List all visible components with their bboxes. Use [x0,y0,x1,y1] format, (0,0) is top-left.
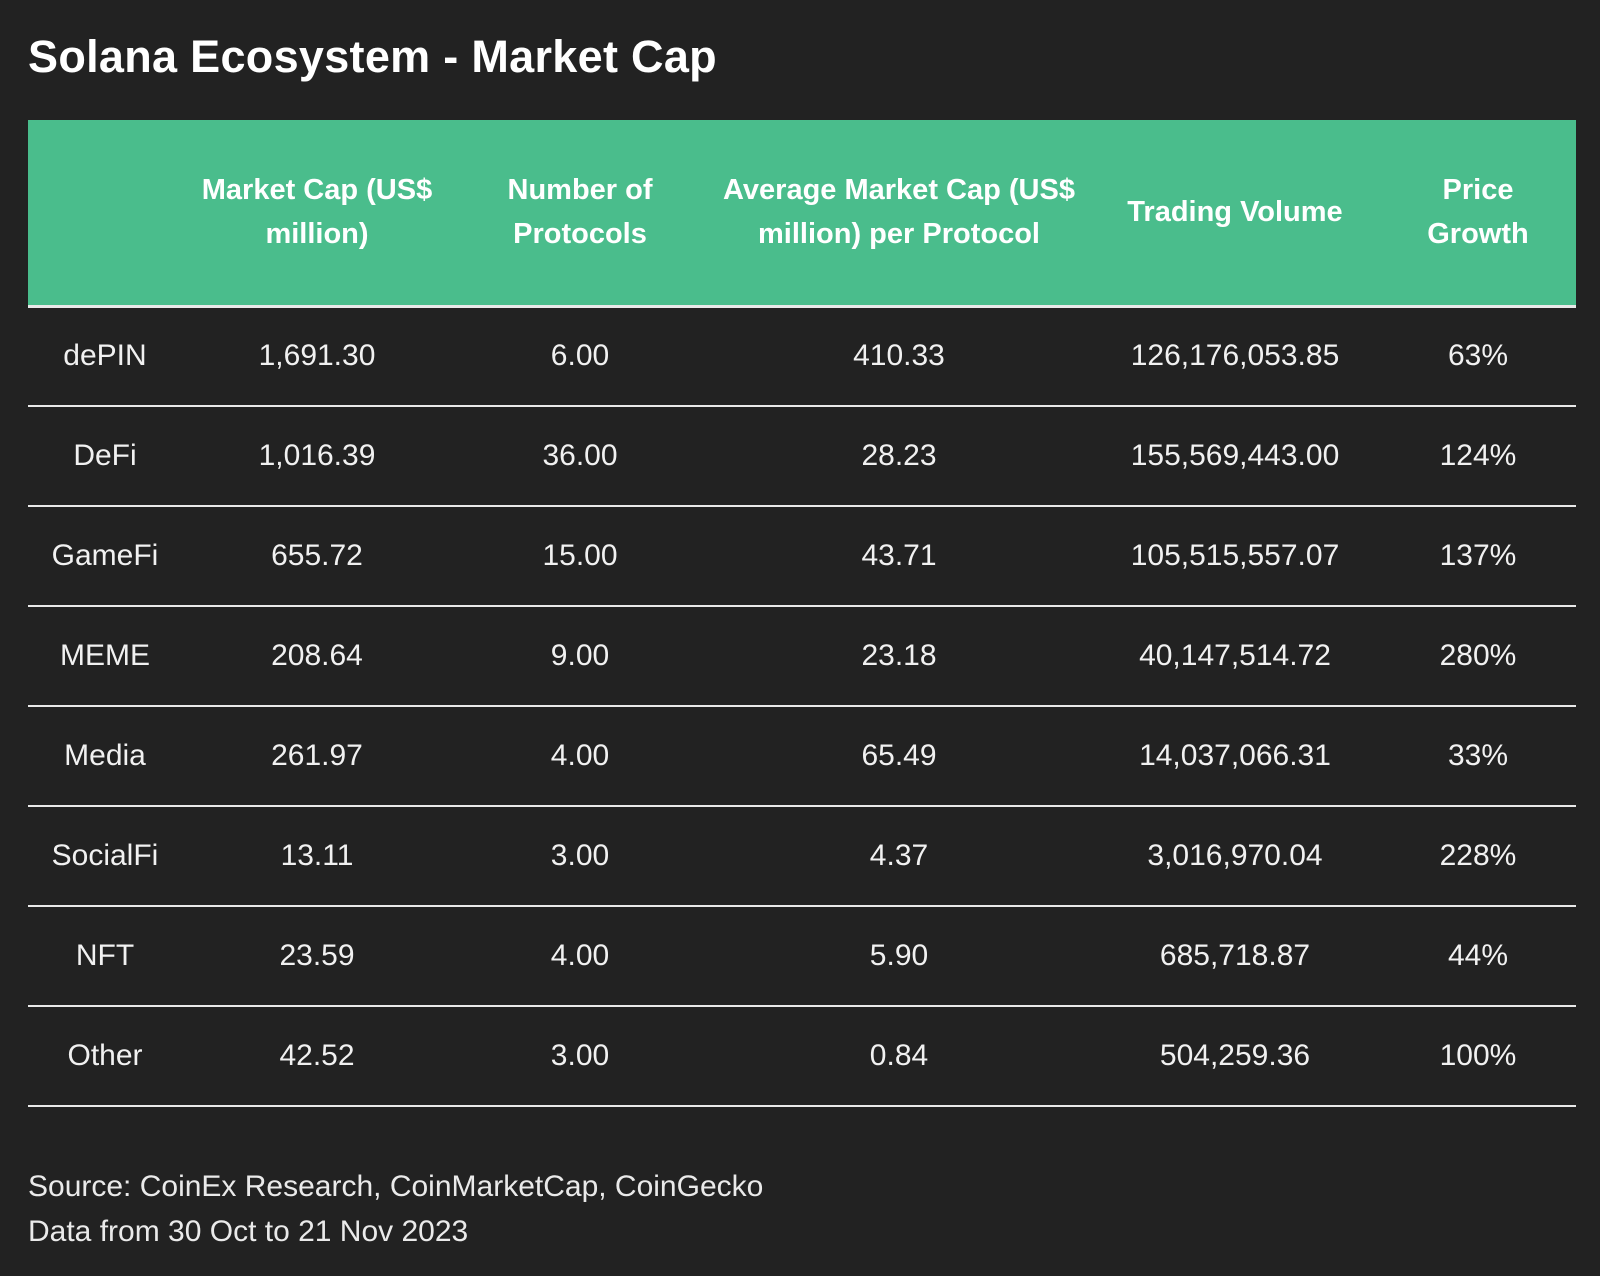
table-cell: 685,718.87 [1159,939,1311,972]
table-cell: 44% [1447,939,1509,972]
row-category-label: NFT [75,939,135,972]
table-cell: 126,176,053.85 [1130,339,1340,373]
table-cell: 33% [1447,739,1509,772]
table-row: SocialFi 13.11 3.00 4.37 3,016,970.04 228% [28,806,1576,906]
table-cell: 9.00 [550,639,610,672]
table-cell: 3.00 [550,1039,610,1072]
table-cell: 105,515,557.07 [1130,539,1340,572]
date-range-note: Data from 30 Oct to 21 Nov 2023 [28,1215,469,1248]
table-cell: 504,259.36 [1159,1039,1311,1072]
table-cell: 124% [1439,439,1517,472]
header-row: Market Cap (US$ million) Number of Protoc… [28,120,1576,308]
table-row: Media 261.97 4.00 65.49 14,037,066.31 33% [28,706,1576,806]
market-cap-table-container: Market Cap (US$ million) Number of Protoc… [28,120,1576,1107]
header-cell: Number of Protocols [452,120,708,308]
row-category-label: SocialFi [51,839,159,872]
table-cell: 3.00 [550,839,610,872]
table-row: MEME 208.64 9.00 23.18 40,147,514.72 280% [28,606,1576,706]
table-header: Market Cap (US$ million) Number of Protoc… [28,120,1576,308]
header-cell: Average Market Cap (US$ million) per Pro… [708,120,1090,308]
header-cell: Market Cap (US$ million) [182,120,452,308]
table-cell: 4.37 [869,839,929,872]
table-cell: 6.00 [550,339,610,373]
table-cell: 3,016,970.04 [1147,839,1323,872]
table-cell: 42.52 [279,1039,355,1072]
header-cell: Trading Volume [1090,120,1380,308]
table-cell: 137% [1439,539,1517,572]
table-cell: 28.23 [861,439,937,472]
chart-title: Solana Ecosystem - Market Cap [28,31,717,82]
table-cell: 0.84 [869,1039,929,1072]
table-cell: 4.00 [550,739,610,772]
row-category-label: DeFi [73,439,137,472]
table-cell: 410.33 [853,339,945,373]
table-cell: 63% [1447,339,1509,373]
table-cell: 43.71 [861,539,937,572]
table-cell: 208.64 [271,639,363,672]
table-cell: 5.90 [869,939,929,972]
table-row: DeFi 1,016.39 36.00 28.23 155,569,443.00 124% [28,406,1576,506]
table-cell: 65.49 [861,739,937,772]
table-row: dePIN 1,691.30 6.00 410.33 126,176,053.85 63% [28,306,1576,406]
footer-notes: Source: CoinEx Research, CoinMarketCap, … [28,1164,763,1254]
table-row: Other 42.52 3.00 0.84 504,259.36 100% [28,1006,1576,1106]
table-cell: 1,016.39 [258,439,376,472]
row-category-label: Other [67,1039,143,1072]
table-cell: 280% [1439,639,1517,672]
table-cell: 23.59 [279,939,355,972]
table-cell: 23.18 [861,639,937,672]
table-row: NFT 23.59 4.00 5.90 685,718.87 44% [28,906,1576,1006]
table-row: GameFi 655.72 15.00 43.71 105,515,557.07 137% [28,506,1576,606]
row-category-label: Media [64,739,146,772]
table-cell: 155,569,443.00 [1130,439,1340,472]
table-cell: 261.97 [271,739,363,772]
source-note: Source: CoinEx Research, CoinMarketCap, … [28,1170,764,1203]
header-cell: Price Growth [1380,120,1576,308]
table-cell: 4.00 [550,939,610,972]
table-cell: 40,147,514.72 [1139,639,1331,672]
table-cell: 655.72 [271,539,363,572]
market-cap-table: Market Cap (US$ million) Number of Protoc… [28,120,1576,1107]
table-cell: 13.11 [280,839,354,872]
table-cell: 100% [1439,1039,1517,1072]
table-cell: 1,691.30 [258,339,376,373]
row-category-label: dePIN [63,339,147,373]
table-cell: 14,037,066.31 [1139,739,1331,772]
table-body: dePIN 1,691.30 6.00 410.33 126,176,053.85 63%… [28,306,1576,1106]
table-cell: 228% [1439,839,1517,872]
table-cell: 15.00 [542,539,618,572]
table-cell: 36.00 [542,439,618,472]
row-category-label: GameFi [51,539,159,572]
header-cell-category [28,120,182,308]
row-category-label: MEME [60,639,150,672]
